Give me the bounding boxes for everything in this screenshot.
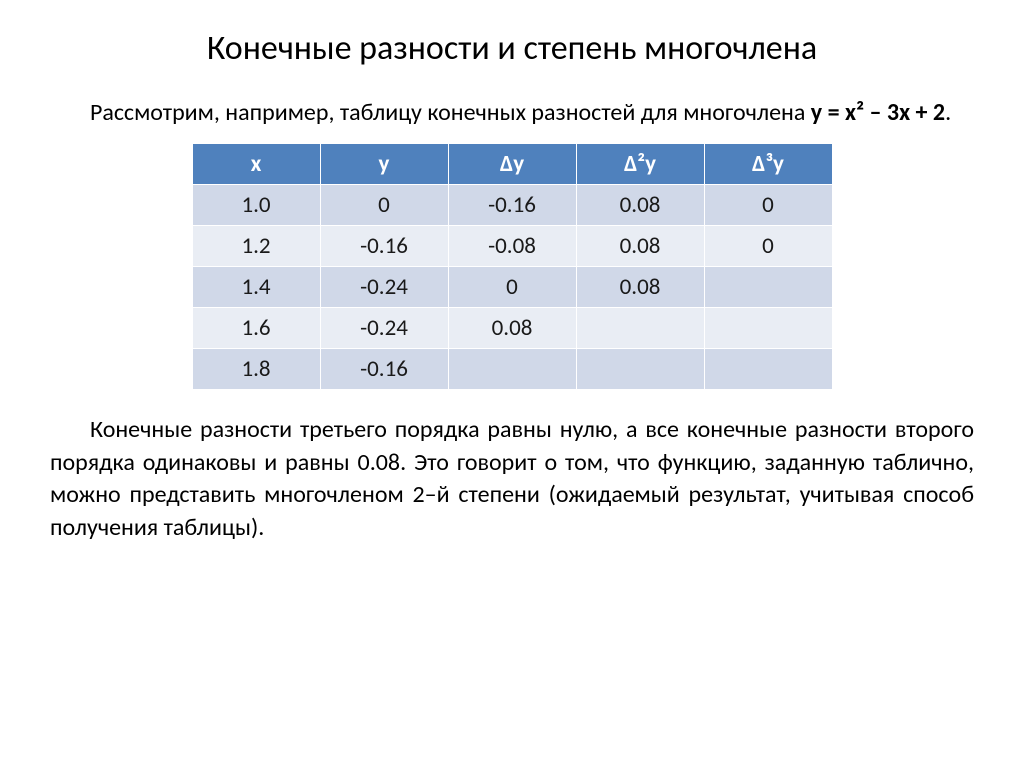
col-y: y	[320, 144, 448, 185]
cell	[704, 267, 832, 308]
cell	[448, 349, 576, 390]
cell: -0.24	[320, 308, 448, 349]
cell: 0.08	[576, 185, 704, 226]
cell: 0	[320, 185, 448, 226]
table-header-row: x y Δy Δ²y Δ³y	[192, 144, 832, 185]
table-row: 1.2 -0.16 -0.08 0.08 0	[192, 226, 832, 267]
cell: -0.24	[320, 267, 448, 308]
col-d2y: Δ²y	[576, 144, 704, 185]
cell: 0.08	[448, 308, 576, 349]
cell: -0.16	[448, 185, 576, 226]
cell	[576, 308, 704, 349]
formula: y = x² – 3x + 2	[811, 98, 945, 127]
table-row: 1.0 0 -0.16 0.08 0	[192, 185, 832, 226]
conclusion-paragraph: Конечные разности третьего порядка равны…	[50, 414, 974, 544]
col-dy: Δy	[448, 144, 576, 185]
cell	[576, 349, 704, 390]
cell: 0	[704, 185, 832, 226]
page-title: Конечные разности и степень многочлена	[50, 28, 974, 69]
intro-paragraph: Рассмотрим, например, таблицу конечных р…	[50, 97, 974, 129]
cell: 1.2	[192, 226, 320, 267]
finite-differences-table: x y Δy Δ²y Δ³y 1.0 0 -0.16 0.08 0 1.2 -0…	[192, 143, 833, 390]
cell: 1.6	[192, 308, 320, 349]
cell	[704, 349, 832, 390]
table-row: 1.4 -0.24 0 0.08	[192, 267, 832, 308]
cell: 1.4	[192, 267, 320, 308]
cell: 1.0	[192, 185, 320, 226]
intro-text: Рассмотрим, например, таблицу конечных р…	[90, 98, 811, 127]
table-container: x y Δy Δ²y Δ³y 1.0 0 -0.16 0.08 0 1.2 -0…	[50, 143, 974, 390]
cell: -0.08	[448, 226, 576, 267]
cell: 0	[448, 267, 576, 308]
cell	[704, 308, 832, 349]
intro-suffix: .	[945, 98, 951, 127]
cell: 0.08	[576, 226, 704, 267]
table-row: 1.6 -0.24 0.08	[192, 308, 832, 349]
cell: 0	[704, 226, 832, 267]
col-d3y: Δ³y	[704, 144, 832, 185]
cell: -0.16	[320, 349, 448, 390]
cell: -0.16	[320, 226, 448, 267]
cell: 0.08	[576, 267, 704, 308]
col-x: x	[192, 144, 320, 185]
table-row: 1.8 -0.16	[192, 349, 832, 390]
cell: 1.8	[192, 349, 320, 390]
